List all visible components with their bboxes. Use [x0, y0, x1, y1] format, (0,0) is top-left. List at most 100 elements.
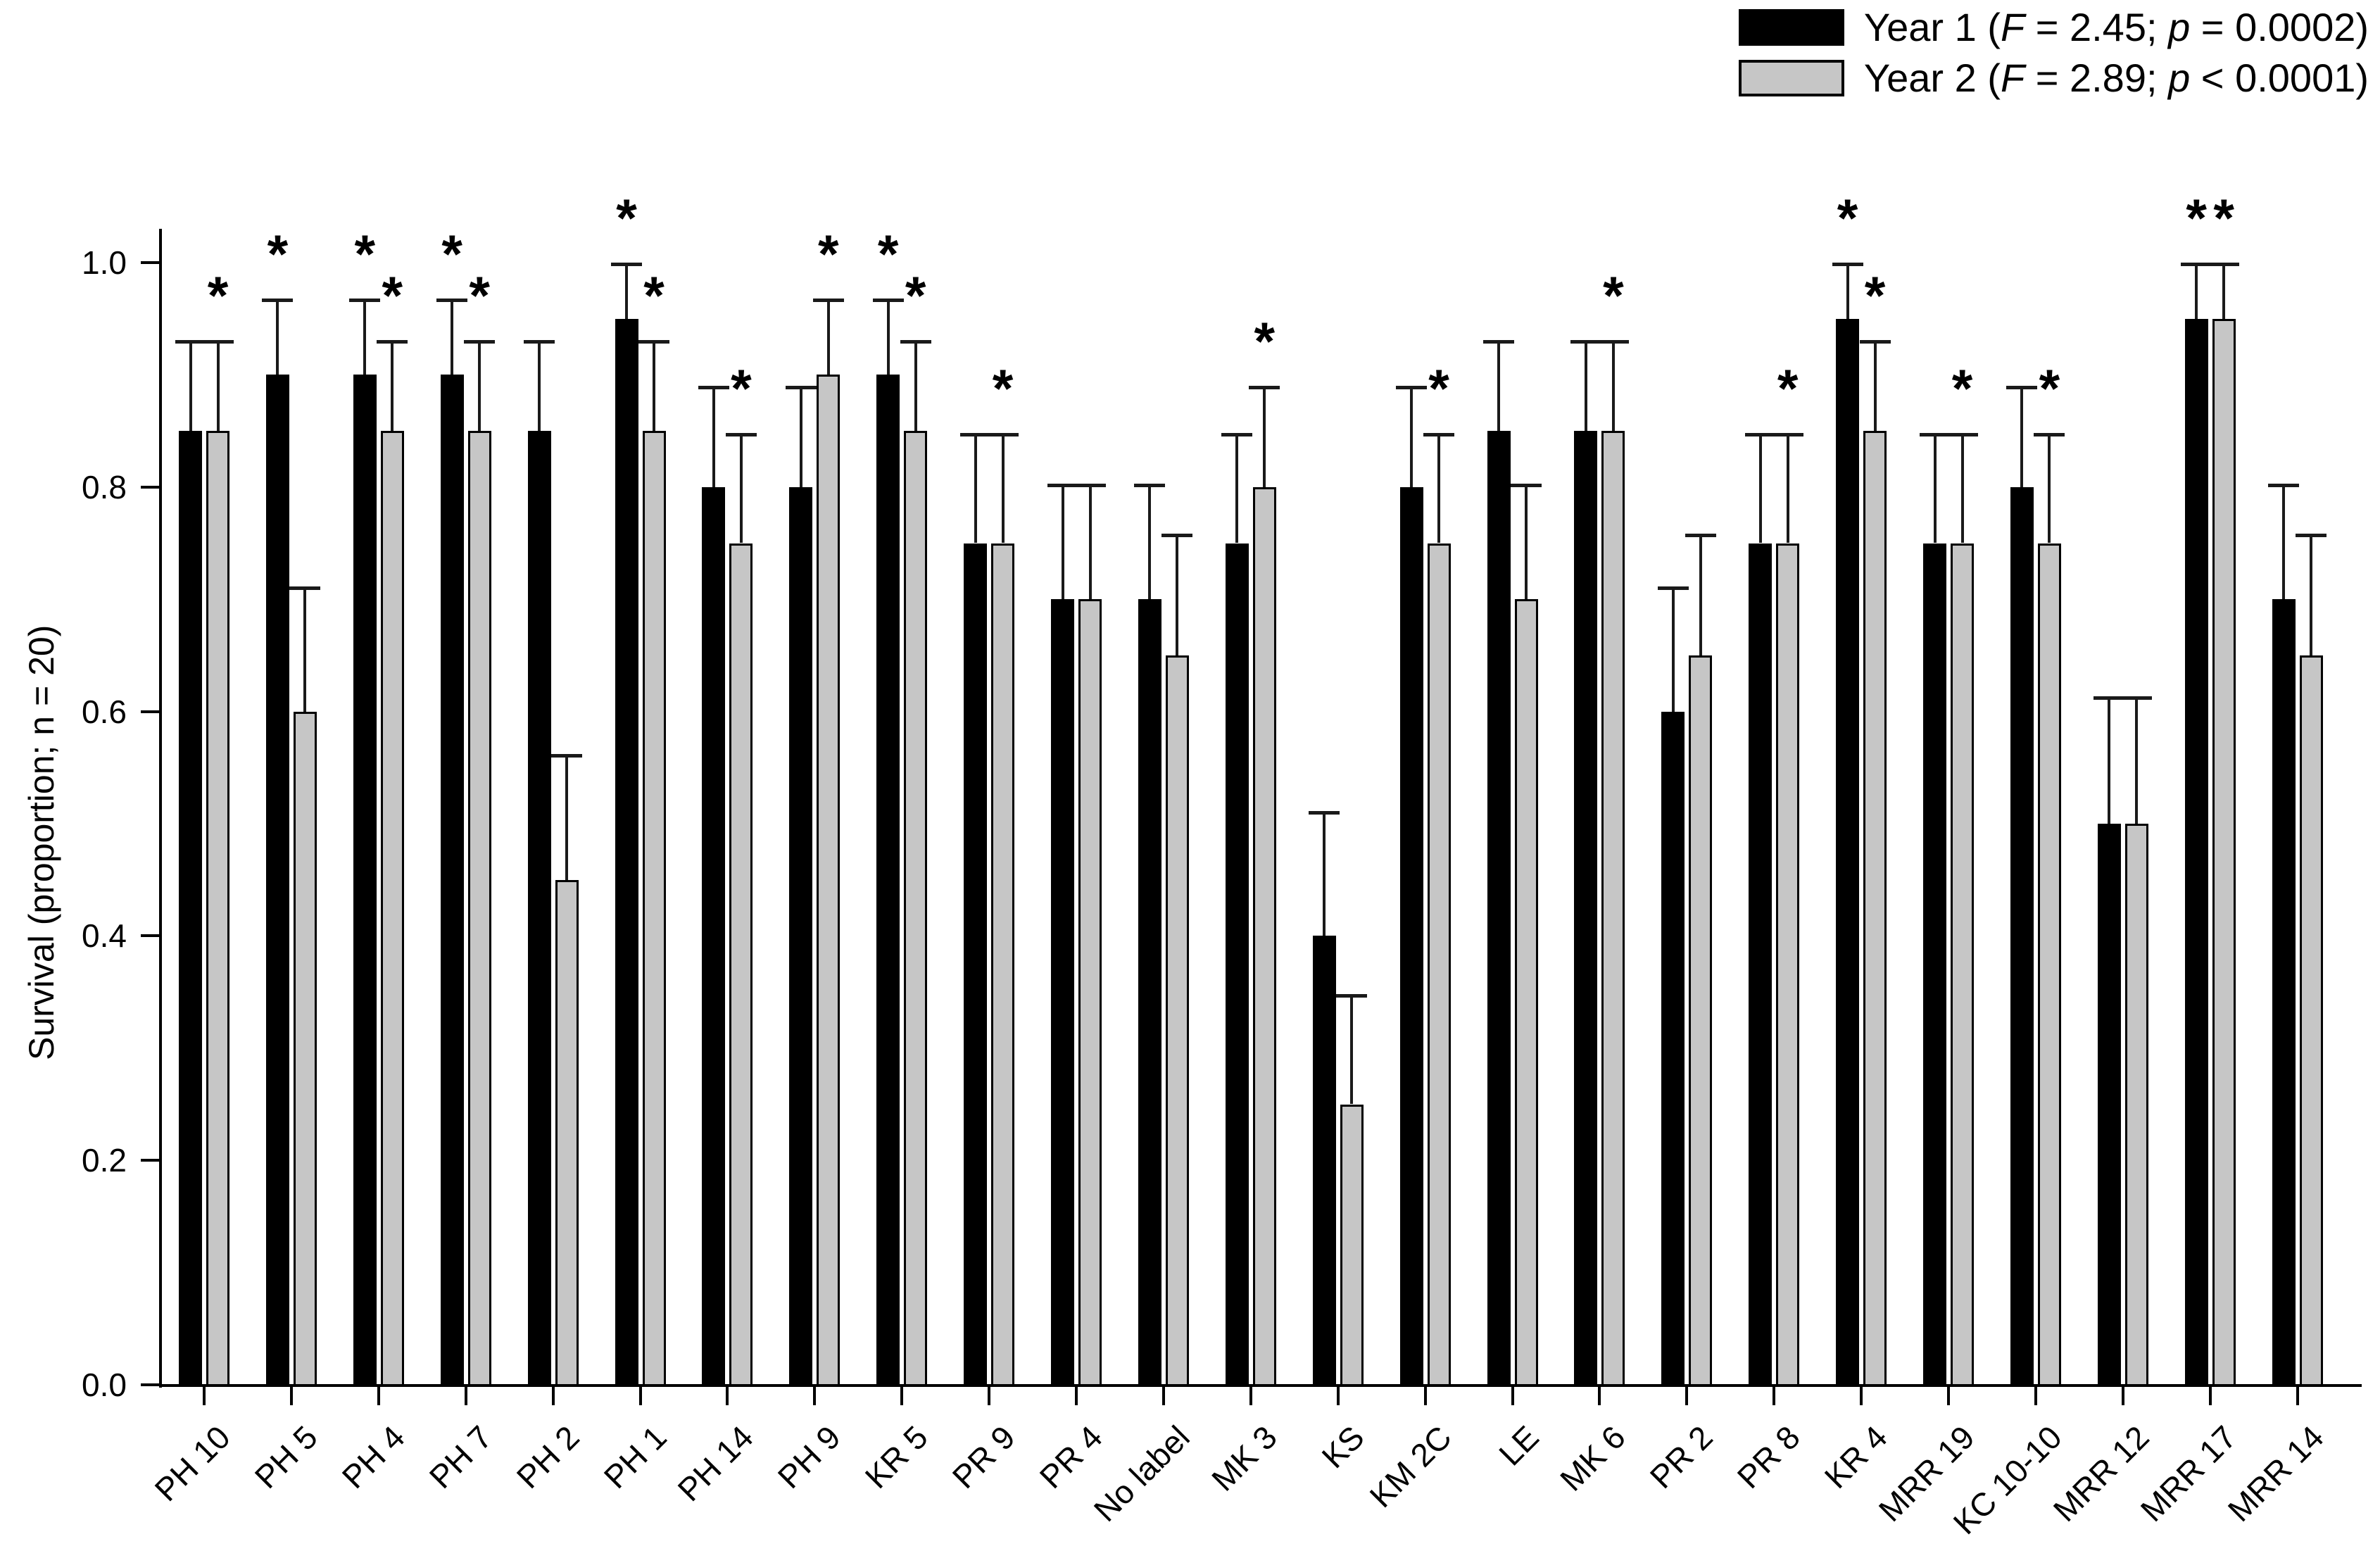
x-tick-no-label	[1161, 1387, 1165, 1405]
y-tick-0.8	[141, 485, 159, 489]
year-2-error-cap-no-label	[1161, 534, 1193, 538]
year-2-error-bar-ph-14	[739, 434, 743, 544]
legend-label-year-1: Year 1 (F = 2.45; p = 0.0002)	[1863, 5, 2369, 49]
year-1-bar-mk-3	[1225, 543, 1249, 1386]
year-1-error-cap-kc-10-10	[2006, 385, 2038, 389]
year-1-error-bar-mk-3	[1235, 434, 1239, 544]
year-1-error-cap-ph-9	[785, 385, 817, 389]
significance-asterisk-year-2-mrr-19: *	[1951, 358, 1973, 419]
year-2-error-bar-pr-9	[1001, 434, 1005, 544]
legend-row-year-2: Year 2 (F = 2.89; p < 0.0001)	[1738, 56, 2369, 100]
y-tick-0.6	[141, 710, 159, 713]
year-2-error-bar-mrr-12	[2135, 698, 2139, 824]
year-1-error-bar-ph-9	[799, 387, 802, 487]
year-1-error-cap-mrr-12	[2093, 696, 2125, 701]
year-1-error-cap-km-2c	[1396, 385, 1428, 389]
year-2-error-bar-ph-2	[565, 755, 569, 880]
year-1-error-bar-mrr-14	[2282, 484, 2286, 600]
year-1-error-cap-mrr-14	[2268, 483, 2300, 487]
x-tick-ph-5	[289, 1387, 293, 1405]
year-2-error-bar-mrr-14	[2310, 535, 2313, 655]
year-2-error-bar-pr-4	[1088, 484, 1092, 600]
year-1-error-cap-ph-14	[698, 385, 729, 389]
y-tick-label-0.4: 0.4	[82, 917, 127, 955]
x-tick-mrr-12	[2121, 1387, 2124, 1405]
year-2-bar-pr-9	[991, 543, 1015, 1386]
year-2-error-bar-mk-3	[1263, 387, 1266, 487]
year-2-error-cap-ph-14	[725, 432, 757, 436]
year-2-error-bar-mk-6	[1611, 341, 1615, 432]
year-2-error-cap-ph-2	[551, 753, 583, 758]
significance-asterisk-year-2-ph-4: *	[382, 265, 403, 326]
year-2-error-cap-ph-1	[638, 339, 669, 344]
y-tick-label-0.6: 0.6	[82, 693, 127, 730]
year-2-bar-ph-1	[642, 431, 666, 1386]
y-tick-label-0.8: 0.8	[82, 468, 127, 505]
year-2-bar-mrr-14	[2299, 655, 2323, 1386]
year-2-bar-mrr-17	[2212, 318, 2236, 1386]
significance-asterisk-year-2-ph-1: *	[643, 265, 665, 326]
year-2-error-bar-mrr-17	[2222, 263, 2226, 319]
x-tick-ph-7	[464, 1387, 467, 1405]
year-1-error-cap-ph-5	[262, 298, 294, 302]
year-1-error-bar-ph-1	[625, 263, 628, 319]
year-2-error-cap-km-2c	[1423, 432, 1455, 436]
significance-asterisk-year-2-kr-5: *	[905, 265, 926, 326]
legend-row-year-1: Year 1 (F = 2.45; p = 0.0002)	[1738, 5, 2369, 49]
year-1-error-bar-kr-4	[1846, 263, 1849, 319]
year-1-bar-le	[1487, 431, 1511, 1386]
year-2-error-cap-ph-9	[812, 298, 844, 302]
year-2-error-bar-kc-10-10	[2048, 434, 2051, 544]
year-1-error-bar-le	[1497, 341, 1500, 432]
significance-asterisk-year-1-mrr-17: *	[2186, 188, 2207, 249]
year-1-error-cap-mk-3	[1221, 432, 1253, 436]
y-tick-1.0	[141, 261, 159, 264]
legend-label-year-2: Year 2 (F = 2.89; p < 0.0001)	[1863, 56, 2369, 100]
year-1-bar-pr-9	[964, 543, 988, 1386]
x-tick-km-2c	[1423, 1387, 1427, 1405]
y-tick-label-1.0: 1.0	[82, 244, 127, 281]
year-2-error-bar-km-2c	[1437, 434, 1441, 544]
year-1-bar-ph-1	[615, 318, 638, 1386]
year-1-bar-ph-5	[265, 375, 289, 1386]
year-1-error-bar-mrr-17	[2195, 263, 2198, 319]
year-2-error-cap-mk-6	[1597, 339, 1629, 344]
year-2-error-bar-ph-4	[391, 341, 394, 432]
year-1-error-bar-mk-6	[1584, 341, 1587, 432]
year-2-error-bar-no-label	[1176, 535, 1179, 655]
year-1-bar-pr-4	[1051, 599, 1074, 1386]
year-1-bar-ph-10	[179, 431, 202, 1386]
year-1-error-bar-pr-9	[974, 434, 977, 544]
year-1-error-bar-no-label	[1148, 484, 1152, 600]
y-axis-title: Survival (proportion; n = 20)	[22, 624, 61, 1060]
significance-asterisk-year-2-mk-3: *	[1254, 311, 1276, 372]
year-2-bar-km-2c	[1427, 543, 1451, 1386]
year-1-bar-pr-8	[1749, 543, 1773, 1386]
year-2-error-bar-pr-8	[1786, 434, 1789, 544]
year-2-bar-mk-3	[1252, 486, 1276, 1386]
year-2-error-cap-pr-8	[1772, 432, 1803, 436]
significance-asterisk-year-1-ph-7: *	[441, 224, 462, 284]
year-1-error-cap-mrr-19	[1919, 432, 1951, 436]
legend-swatch-year-1	[1738, 9, 1844, 46]
significance-asterisk-year-2-kc-10-10: *	[2039, 358, 2060, 419]
year-2-error-cap-le	[1511, 483, 1542, 487]
x-tick-ks	[1336, 1387, 1340, 1405]
year-2-error-bar-mrr-19	[1960, 434, 1964, 544]
year-1-error-cap-ph-4	[349, 298, 381, 302]
year-2-error-cap-ph-5	[289, 586, 321, 591]
significance-asterisk-year-2-ph-14: *	[731, 358, 752, 419]
x-tick-pr-8	[1773, 1387, 1776, 1405]
year-1-error-cap-ph-7	[436, 298, 468, 302]
year-2-bar-kr-5	[904, 431, 928, 1386]
significance-asterisk-year-1-ph-5: *	[267, 224, 289, 284]
x-tick-mrr-19	[1947, 1387, 1950, 1405]
x-tick-le	[1511, 1387, 1514, 1405]
legend-swatch-year-2	[1738, 60, 1844, 96]
year-2-bar-pr-2	[1689, 655, 1713, 1386]
x-tick-ph-10	[203, 1387, 206, 1405]
year-1-bar-km-2c	[1399, 486, 1423, 1386]
year-2-bar-ph-4	[380, 431, 404, 1386]
year-2-error-bar-ph-10	[216, 341, 220, 432]
